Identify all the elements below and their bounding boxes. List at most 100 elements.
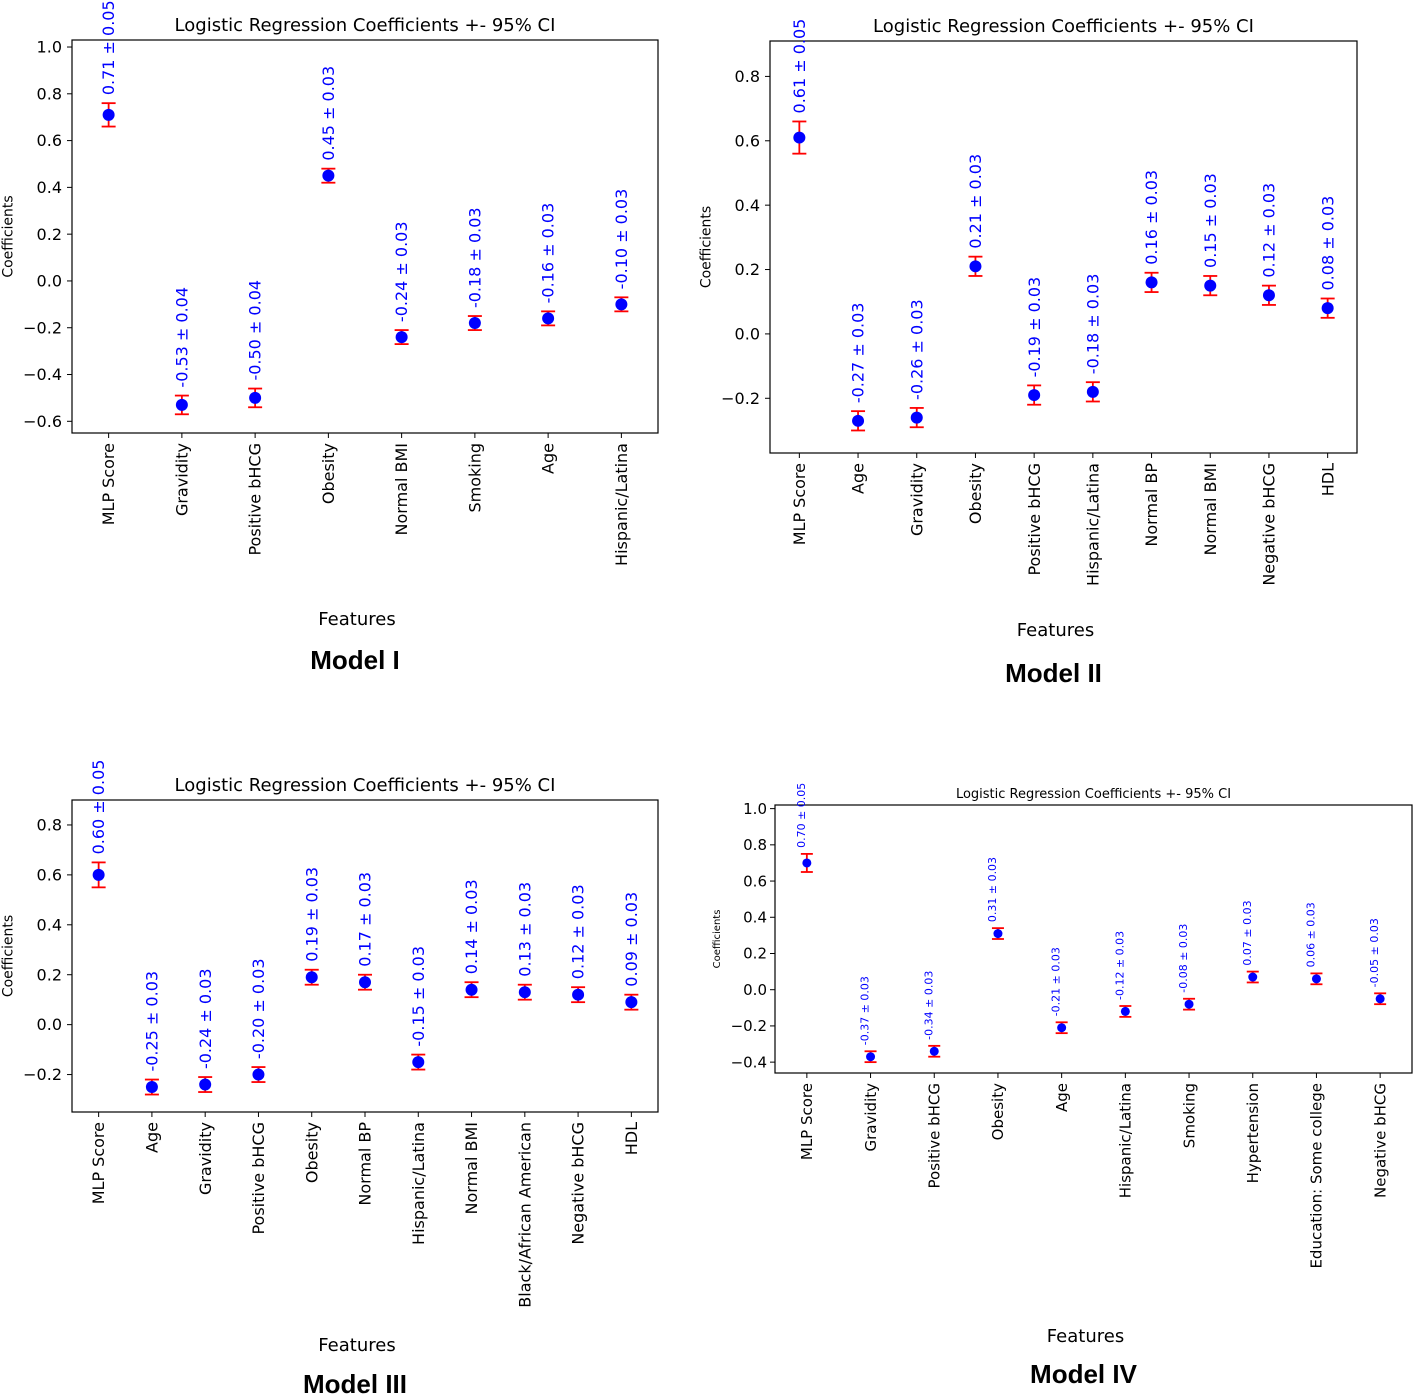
- data-point: [468, 317, 481, 330]
- value-annotation: 0.16 ± 0.03: [1142, 170, 1161, 265]
- data-point: [910, 411, 923, 424]
- x-tick-label: Hispanic/Latina: [1117, 1083, 1135, 1198]
- x-tick-label: Smoking: [1180, 1083, 1198, 1148]
- value-annotation: 0.70 ± 0.05: [795, 783, 808, 848]
- data-point: [542, 312, 555, 325]
- data-point: [175, 398, 188, 411]
- data-point: [1311, 974, 1321, 984]
- data-point: [802, 858, 812, 868]
- y-tick-label: 0.2: [743, 945, 767, 963]
- data-point: [1028, 389, 1041, 402]
- data-point: [866, 1052, 876, 1062]
- y-tick-label: 0.6: [37, 131, 62, 150]
- value-annotation: 0.14 ± 0.03: [462, 879, 481, 974]
- value-annotation: -0.25 ± 0.03: [143, 971, 162, 1072]
- x-tick-label: Positive bHCG: [926, 1083, 944, 1189]
- y-axis-label: Coefficients: [0, 195, 16, 277]
- x-tick-label: Gravidity: [907, 463, 926, 536]
- y-tick-label: 0.2: [37, 225, 62, 244]
- value-annotation: 0.08 ± 0.03: [1318, 196, 1337, 291]
- value-annotation: 0.13 ± 0.03: [515, 882, 534, 977]
- model-label: Model IV: [1030, 1359, 1138, 1389]
- x-tick-label: HDL: [622, 1122, 641, 1155]
- y-tick-label: −0.4: [731, 1053, 767, 1071]
- chart-title: Logistic Regression Coefficients +- 95% …: [175, 15, 556, 36]
- data-point: [572, 988, 585, 1001]
- value-annotation: -0.10 ± 0.03: [612, 189, 631, 290]
- x-tick-label: Education: Some college: [1308, 1083, 1326, 1269]
- x-tick-label: Gravidity: [196, 1122, 215, 1195]
- x-tick-label: Obesity: [302, 1122, 321, 1183]
- data-point: [1262, 289, 1275, 302]
- data-point: [625, 996, 638, 1009]
- x-axis-label: Features: [1047, 1326, 1124, 1347]
- value-annotation: -0.26 ± 0.03: [907, 299, 926, 400]
- data-point: [102, 108, 115, 121]
- value-annotation: -0.08 ± 0.03: [1177, 924, 1190, 993]
- value-annotation: 0.71 ± 0.05: [99, 0, 118, 95]
- y-tick-label: 1.0: [743, 800, 767, 818]
- data-point: [993, 929, 1003, 939]
- data-point: [1184, 999, 1194, 1009]
- value-annotation: -0.50 ± 0.04: [246, 280, 265, 381]
- y-tick-label: 1.0: [37, 38, 62, 57]
- y-tick-label: −0.2: [23, 318, 62, 337]
- x-tick-label: Normal BMI: [392, 443, 411, 535]
- data-point: [1086, 385, 1099, 398]
- x-tick-label: Age: [1053, 1083, 1071, 1112]
- value-annotation: 0.17 ± 0.03: [356, 872, 375, 967]
- y-tick-label: −0.2: [721, 389, 760, 408]
- x-axis-label: Features: [1017, 620, 1094, 641]
- value-annotation: -0.15 ± 0.03: [409, 946, 428, 1047]
- value-annotation: -0.20 ± 0.03: [249, 958, 268, 1059]
- value-annotation: -0.18 ± 0.03: [465, 207, 484, 308]
- y-tick-label: 0.8: [37, 84, 62, 103]
- model-label: Model I: [310, 645, 400, 675]
- value-annotation: -0.24 ± 0.03: [392, 221, 411, 322]
- value-annotation: 0.12 ± 0.03: [569, 884, 588, 979]
- x-tick-label: Negative bHCG: [1371, 1083, 1389, 1198]
- chart-panel-1: Logistic Regression Coefficients +- 95% …: [0, 0, 659, 675]
- value-annotation: -0.05 ± 0.03: [1368, 918, 1381, 987]
- plot-frame: [71, 39, 659, 434]
- data-point: [395, 331, 408, 344]
- y-tick-label: 0.6: [735, 131, 760, 150]
- data-point: [305, 971, 318, 984]
- x-tick-label: Positive bHCG: [249, 1122, 268, 1235]
- data-point: [145, 1081, 158, 1094]
- data-point: [929, 1046, 939, 1056]
- y-tick-label: 0.4: [37, 915, 62, 934]
- value-annotation: -0.27 ± 0.03: [849, 303, 868, 404]
- value-annotation: -0.37 ± 0.03: [859, 976, 872, 1045]
- y-tick-label: 0.4: [735, 196, 760, 215]
- chart-title: Logistic Regression Coefficients +- 95% …: [175, 775, 556, 796]
- x-tick-label: Hispanic/Latina: [409, 1122, 428, 1245]
- x-tick-label: Age: [539, 443, 558, 474]
- y-tick-label: −0.2: [731, 1017, 767, 1035]
- x-tick-label: MLP Score: [89, 1122, 108, 1204]
- x-tick-label: Obesity: [989, 1083, 1007, 1140]
- x-tick-label: Black/African American: [515, 1122, 534, 1308]
- value-annotation: -0.19 ± 0.03: [1025, 277, 1044, 378]
- x-tick-label: Smoking: [465, 443, 484, 513]
- value-annotation: 0.60 ± 0.05: [89, 760, 108, 855]
- x-tick-label: Positive bHCG: [246, 443, 265, 556]
- chart-panel-2: Logistic Regression Coefficients +- 95% …: [698, 16, 1358, 688]
- y-tick-label: −0.4: [23, 365, 62, 384]
- x-tick-label: Negative bHCG: [1260, 463, 1279, 586]
- y-axis-label: Coefficients: [712, 910, 723, 969]
- value-annotation: 0.19 ± 0.03: [302, 867, 321, 962]
- y-axis-label: Coefficients: [0, 915, 16, 997]
- value-annotation: -0.21 ± 0.03: [1050, 947, 1063, 1016]
- chart-title: Logistic Regression Coefficients +- 95% …: [956, 787, 1231, 802]
- value-annotation: 0.07 ± 0.03: [1241, 900, 1254, 965]
- data-point: [465, 983, 478, 996]
- value-annotation: -0.16 ± 0.03: [539, 203, 558, 304]
- value-annotation: 0.06 ± 0.03: [1304, 902, 1317, 967]
- data-point: [1057, 1023, 1067, 1033]
- value-annotation: 0.15 ± 0.03: [1201, 173, 1220, 268]
- data-point: [969, 260, 982, 273]
- chart-title: Logistic Regression Coefficients +- 95% …: [873, 16, 1254, 37]
- y-tick-label: 0.8: [37, 816, 62, 835]
- y-tick-label: 0.0: [37, 272, 62, 291]
